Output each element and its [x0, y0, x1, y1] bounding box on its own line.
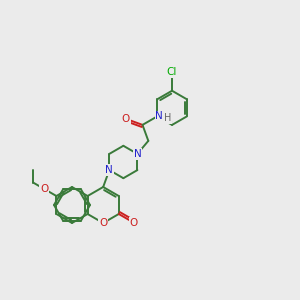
Text: N: N — [155, 111, 163, 122]
Text: O: O — [122, 114, 130, 124]
Text: O: O — [129, 218, 138, 227]
Text: H: H — [164, 113, 171, 123]
Text: N: N — [106, 165, 113, 175]
Text: Cl: Cl — [167, 67, 177, 77]
Text: O: O — [40, 184, 48, 194]
Text: N: N — [134, 149, 141, 159]
Text: O: O — [99, 218, 107, 228]
